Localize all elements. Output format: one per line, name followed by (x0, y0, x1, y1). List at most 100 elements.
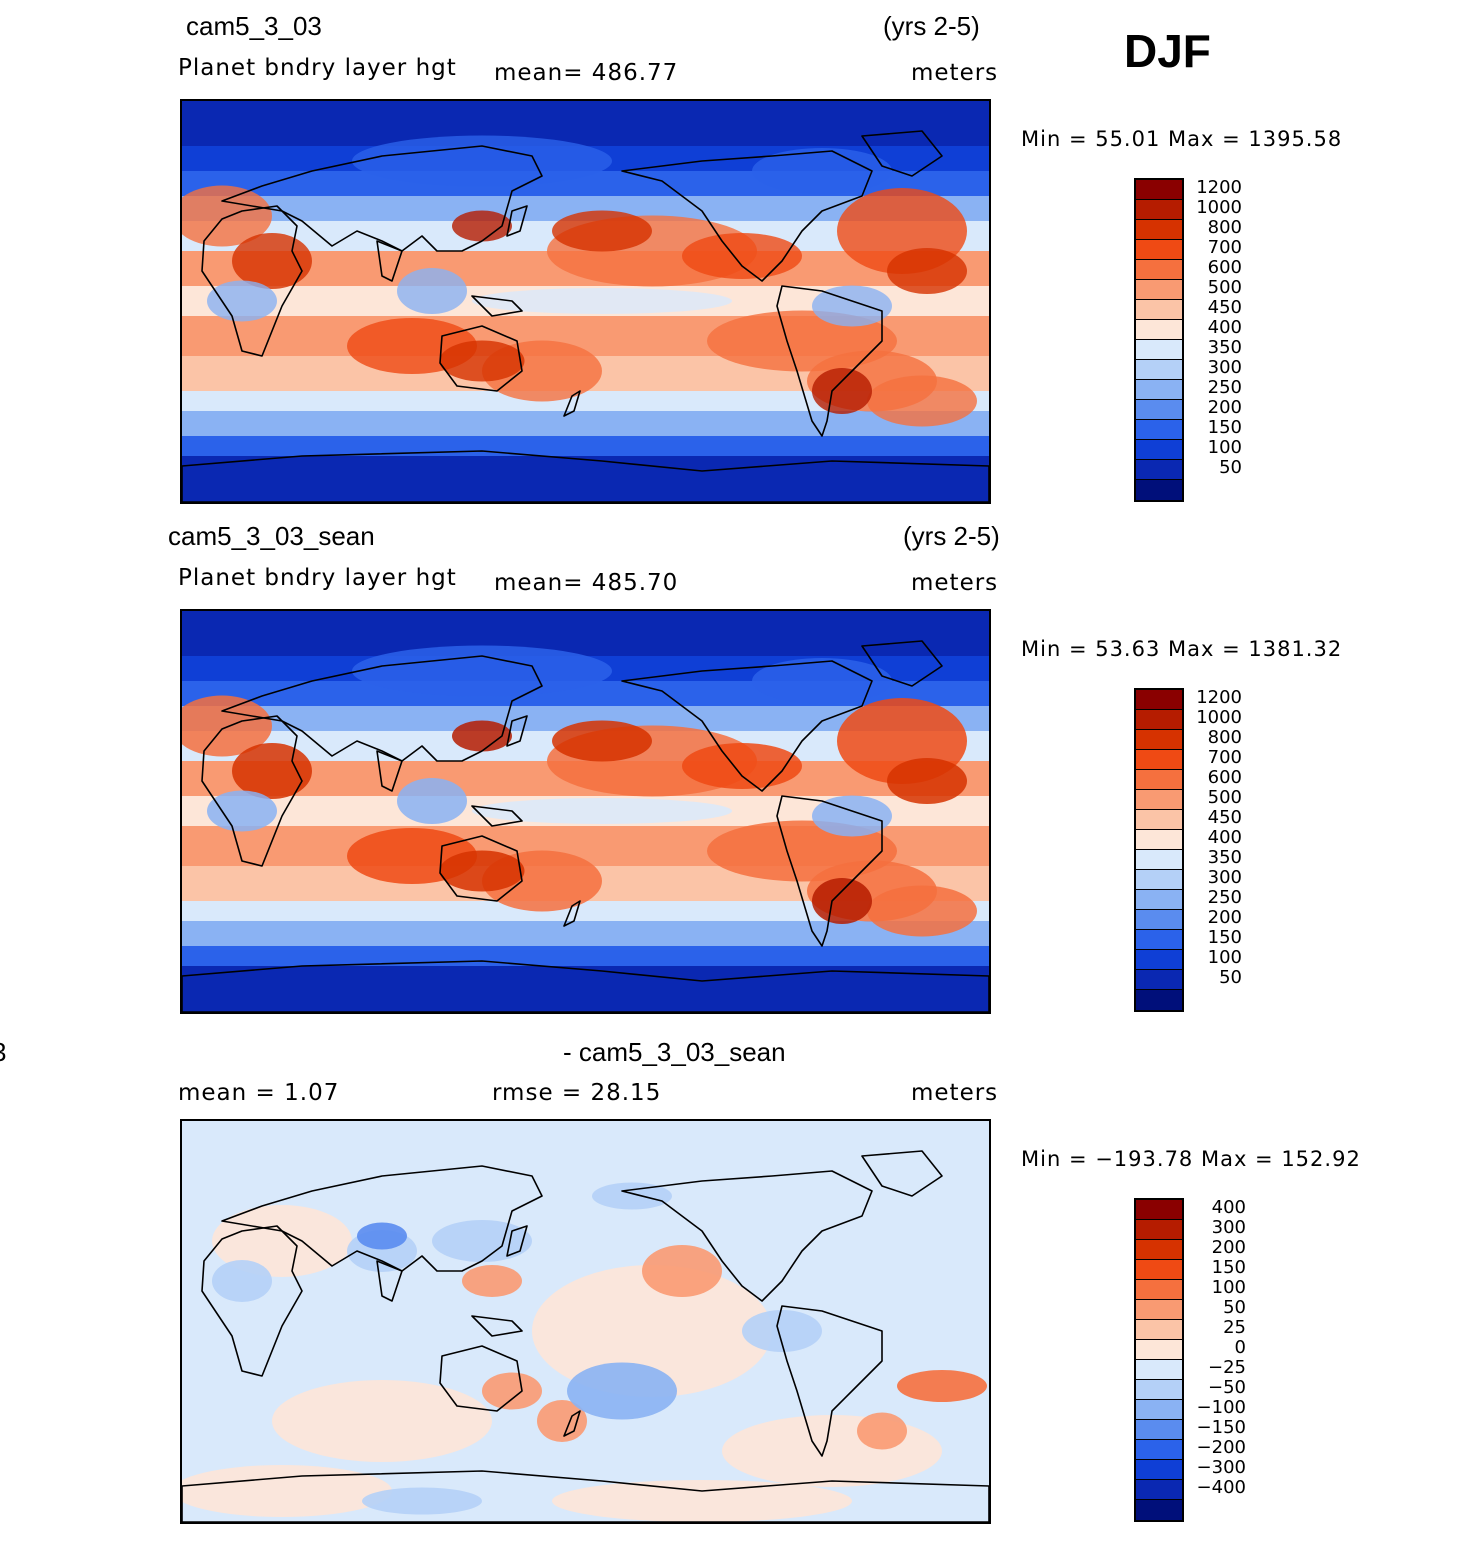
colorbar-swatch (1136, 790, 1182, 810)
colorbar-swatch (1136, 1460, 1182, 1480)
colorbar-label: 700 (1207, 747, 1242, 768)
colorbar-swatch (1136, 480, 1182, 500)
colorbar-label: 300 (1207, 867, 1242, 888)
colorbar-swatch (1136, 990, 1182, 1010)
colorbar-label: 250 (1207, 377, 1242, 398)
colorbar-label: 50 (1219, 457, 1242, 478)
colorbar-label: 500 (1207, 277, 1242, 298)
panel2-minmax: Min = 53.63 Max = 1381.32 (1021, 637, 1343, 661)
panel2-case-name: cam5_3_03_sean (168, 521, 375, 551)
colorbar-swatch (1136, 1380, 1182, 1400)
colorbar-label: 200 (1211, 1237, 1246, 1258)
panel1-map (180, 99, 991, 504)
colorbar-label: 1200 (1196, 177, 1242, 198)
colorbar-label: 400 (1211, 1197, 1246, 1218)
panel1-mean: mean= 486.77 (494, 60, 679, 86)
colorbar-label: −50 (1208, 1377, 1246, 1398)
panel3-units: meters (911, 1080, 999, 1106)
panel2-years: (yrs 2-5) (903, 521, 1000, 551)
colorbar-swatch (1136, 460, 1182, 480)
panel2-map (180, 609, 991, 1014)
panel1-minmax: Min = 55.01 Max = 1395.58 (1021, 127, 1343, 151)
colorbar-label: 600 (1207, 767, 1242, 788)
colorbar-label: 150 (1207, 417, 1242, 438)
colorbar-swatch (1136, 440, 1182, 460)
colorbar-label: 300 (1207, 357, 1242, 378)
colorbar-label: 500 (1207, 787, 1242, 808)
colorbar-swatch (1136, 260, 1182, 280)
panel1-variable: Planet bndry layer hgt (178, 55, 457, 81)
colorbar-label: 350 (1207, 337, 1242, 358)
colorbar-label: 50 (1223, 1297, 1246, 1318)
map-field (182, 1121, 989, 1522)
colorbar-label: 800 (1207, 727, 1242, 748)
colorbar-label: 400 (1207, 827, 1242, 848)
colorbar-label: 600 (1207, 257, 1242, 278)
panel2-units: meters (911, 570, 999, 596)
colorbar-label: 150 (1207, 927, 1242, 948)
colorbar-swatch (1136, 1440, 1182, 1460)
colorbar-swatch (1136, 1220, 1182, 1240)
colorbar-swatch (1136, 1400, 1182, 1420)
panel3-minmax: Min = −193.78 Max = 152.92 (1021, 1147, 1361, 1171)
colorbar-label: 450 (1207, 807, 1242, 828)
colorbar-swatch (1136, 1340, 1182, 1360)
colorbar-swatch (1136, 970, 1182, 990)
panel1-case-name: cam5_3_03 (186, 11, 322, 41)
colorbar-swatch (1136, 360, 1182, 380)
season-label: DJF (1124, 25, 1211, 77)
panel1-years: (yrs 2-5) (883, 11, 980, 41)
panel3-mean: mean = 1.07 (178, 1080, 340, 1106)
colorbar-label: 50 (1219, 967, 1242, 988)
panel2-variable: Planet bndry layer hgt (178, 565, 457, 591)
colorbar-swatch (1136, 750, 1182, 770)
colorbar-swatch (1136, 1240, 1182, 1260)
colorbar-swatch (1136, 300, 1182, 320)
colorbar-swatch (1136, 890, 1182, 910)
colorbar-swatch (1136, 950, 1182, 970)
colorbar-label: 25 (1223, 1317, 1246, 1338)
colorbar-label: 200 (1207, 907, 1242, 928)
colorbar-label: 1000 (1196, 197, 1242, 218)
colorbar-label: 1000 (1196, 707, 1242, 728)
colorbar-label: 700 (1207, 237, 1242, 258)
colorbar-label: 250 (1207, 887, 1242, 908)
colorbar-label: 300 (1211, 1217, 1246, 1238)
colorbar-swatch (1136, 340, 1182, 360)
colorbar-label: −25 (1208, 1357, 1246, 1378)
colorbar-label: 400 (1207, 317, 1242, 338)
colorbar-swatch (1136, 850, 1182, 870)
colorbar-label: 150 (1211, 1257, 1246, 1278)
colorbar-swatch (1136, 1280, 1182, 1300)
colorbar-label: 350 (1207, 847, 1242, 868)
colorbar-swatch (1136, 180, 1182, 200)
colorbar-label: 800 (1207, 217, 1242, 238)
panel2-mean: mean= 485.70 (494, 570, 679, 596)
panel3-left-fragment: 3 (0, 1037, 6, 1068)
panel1-units: meters (911, 60, 999, 86)
map-field (182, 101, 989, 502)
colorbar-label: 100 (1207, 437, 1242, 458)
colorbar-swatch (1136, 320, 1182, 340)
colorbar-label: −200 (1196, 1437, 1246, 1458)
colorbar-swatch (1136, 730, 1182, 750)
map-field (182, 611, 989, 1012)
colorbar-swatch (1136, 420, 1182, 440)
colorbar-swatch (1136, 380, 1182, 400)
colorbar-swatch (1136, 400, 1182, 420)
colorbar-swatch (1136, 1480, 1182, 1500)
colorbar-label: −100 (1196, 1397, 1246, 1418)
colorbar-swatch (1136, 1320, 1182, 1340)
colorbar-swatch (1136, 830, 1182, 850)
colorbar-swatch (1136, 870, 1182, 890)
colorbar-swatch (1136, 280, 1182, 300)
colorbar-label: 100 (1211, 1277, 1246, 1298)
colorbar-label: −300 (1196, 1457, 1246, 1478)
colorbar-swatch (1136, 1300, 1182, 1320)
colorbar-label: 450 (1207, 297, 1242, 318)
panel2-colorbar (1134, 688, 1184, 1012)
colorbar-label: 200 (1207, 397, 1242, 418)
colorbar-label: −150 (1196, 1417, 1246, 1438)
panel1-colorbar (1134, 178, 1184, 502)
colorbar-swatch (1136, 240, 1182, 260)
